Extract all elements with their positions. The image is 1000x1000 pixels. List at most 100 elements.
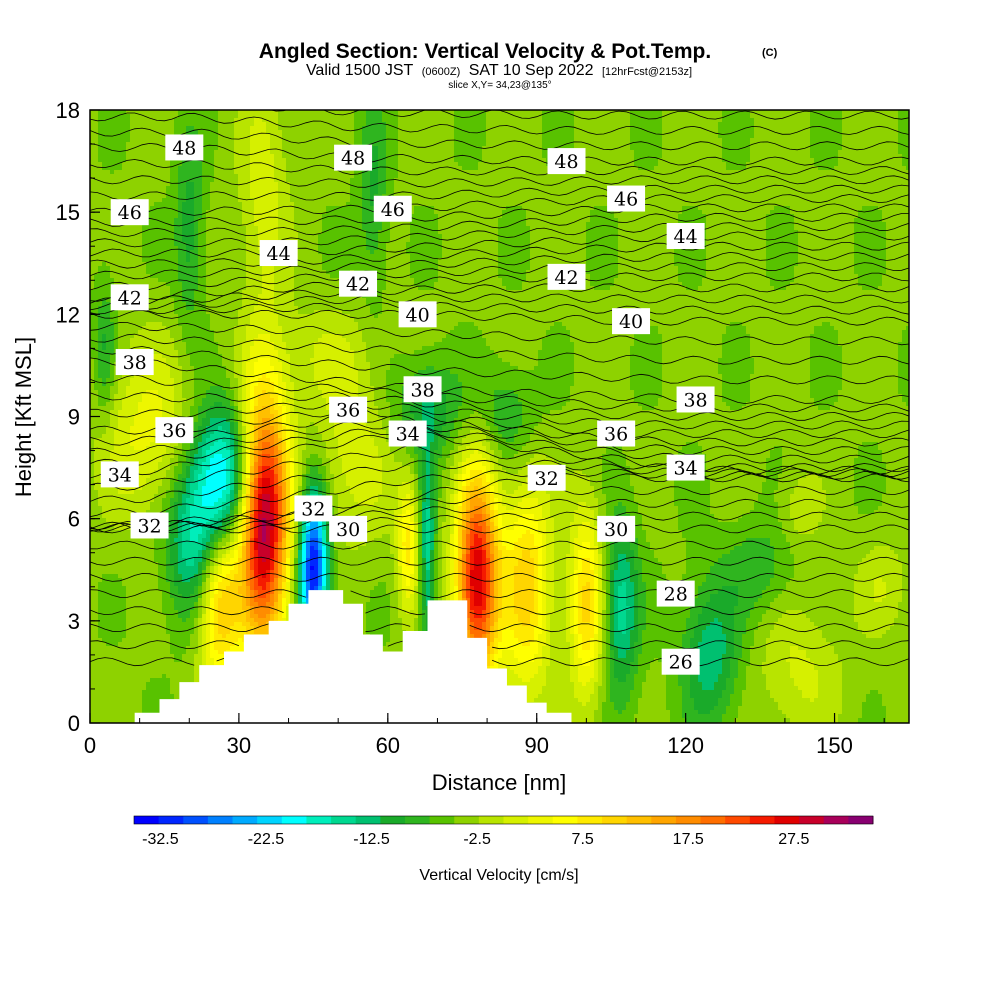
- heat-cell: [134, 426, 139, 431]
- heat-cell: [114, 146, 119, 151]
- heat-cell: [194, 522, 199, 527]
- heat-cell: [122, 538, 127, 543]
- heat-cell: [210, 358, 215, 363]
- heat-cell: [166, 570, 171, 575]
- heat-cell: [110, 514, 115, 519]
- heat-cell: [130, 558, 135, 563]
- heat-cell: [186, 482, 191, 487]
- heat-cell: [210, 566, 215, 571]
- heat-cell: [98, 354, 103, 359]
- heat-cell: [142, 538, 147, 543]
- heat-cell: [162, 198, 167, 203]
- heat-cell: [190, 114, 195, 119]
- heat-cell: [138, 462, 143, 467]
- heat-cell: [102, 338, 107, 343]
- heat-cell: [190, 334, 195, 339]
- heat-cell: [174, 462, 179, 467]
- heat-cell: [154, 702, 159, 707]
- heat-cell: [138, 114, 143, 119]
- heat-cell: [202, 250, 207, 255]
- heat-cell: [178, 206, 183, 211]
- heat-cell: [118, 522, 123, 527]
- heat-cell: [190, 190, 195, 195]
- heat-cell: [218, 198, 223, 203]
- heat-cell: [198, 278, 203, 283]
- heat-cell: [122, 394, 127, 399]
- heat-cell: [146, 326, 151, 331]
- heat-cell: [90, 250, 95, 255]
- heat-cell: [174, 390, 179, 395]
- heat-cell: [206, 514, 211, 519]
- heat-cell: [206, 318, 211, 323]
- heat-cell: [126, 378, 131, 383]
- heat-cell: [206, 198, 211, 203]
- heat-cell: [122, 266, 127, 271]
- heat-cell: [178, 342, 183, 347]
- heat-cell: [182, 486, 187, 491]
- heat-cell: [166, 394, 171, 399]
- heat-cell: [114, 630, 119, 635]
- heat-cell: [198, 382, 203, 387]
- heat-cell: [166, 454, 171, 459]
- heat-cell: [166, 298, 171, 303]
- heat-cell: [202, 194, 207, 199]
- heat-cell: [126, 538, 131, 543]
- heat-cell: [154, 282, 159, 287]
- heat-cell: [110, 682, 115, 687]
- heat-cell: [126, 682, 131, 687]
- heat-cell: [106, 210, 111, 215]
- heat-cell: [110, 614, 115, 619]
- heat-cell: [102, 570, 107, 575]
- heat-cell: [206, 538, 211, 543]
- heat-cell: [102, 358, 107, 363]
- heat-cell: [182, 678, 187, 683]
- heat-cell: [194, 650, 199, 655]
- heat-cell: [130, 634, 135, 639]
- heat-cell: [162, 670, 167, 675]
- heat-cell: [190, 230, 195, 235]
- heat-cell: [218, 322, 223, 327]
- heat-cell: [118, 434, 123, 439]
- heat-cell: [174, 598, 179, 603]
- heat-cell: [142, 414, 147, 419]
- heat-cell: [202, 550, 207, 555]
- heat-cell: [138, 458, 143, 463]
- heat-cell: [94, 214, 99, 219]
- heat-cell: [90, 610, 95, 615]
- heat-cell: [126, 142, 131, 147]
- heat-cell: [102, 294, 107, 299]
- heat-cell: [198, 642, 203, 647]
- heat-cell: [110, 626, 115, 631]
- heat-cell: [94, 542, 99, 547]
- heat-cell: [158, 126, 163, 131]
- heat-cell: [146, 430, 151, 435]
- heat-cell: [154, 146, 159, 151]
- heat-cell: [202, 238, 207, 243]
- heat-cell: [178, 110, 183, 115]
- heat-cell: [90, 646, 95, 651]
- heat-cell: [110, 434, 115, 439]
- heat-cell: [170, 318, 175, 323]
- heat-cell: [158, 446, 163, 451]
- heat-cell: [214, 254, 219, 259]
- heat-cell: [170, 546, 175, 551]
- heat-cell: [206, 494, 211, 499]
- heat-cell: [118, 690, 123, 695]
- heat-cell: [210, 138, 215, 143]
- heat-cell: [98, 294, 103, 299]
- heat-cell: [214, 466, 219, 471]
- heat-cell: [202, 586, 207, 591]
- heat-cell: [158, 682, 163, 687]
- heat-cell: [98, 434, 103, 439]
- heat-cell: [214, 118, 219, 123]
- heat-cell: [122, 278, 127, 283]
- heat-cell: [150, 646, 155, 651]
- heat-cell: [162, 366, 167, 371]
- heat-cell: [138, 154, 143, 159]
- heat-cell: [102, 566, 107, 571]
- heat-cell: [182, 210, 187, 215]
- heat-cell: [190, 338, 195, 343]
- heat-cell: [194, 634, 199, 639]
- heat-cell: [130, 586, 135, 591]
- heat-cell: [202, 246, 207, 251]
